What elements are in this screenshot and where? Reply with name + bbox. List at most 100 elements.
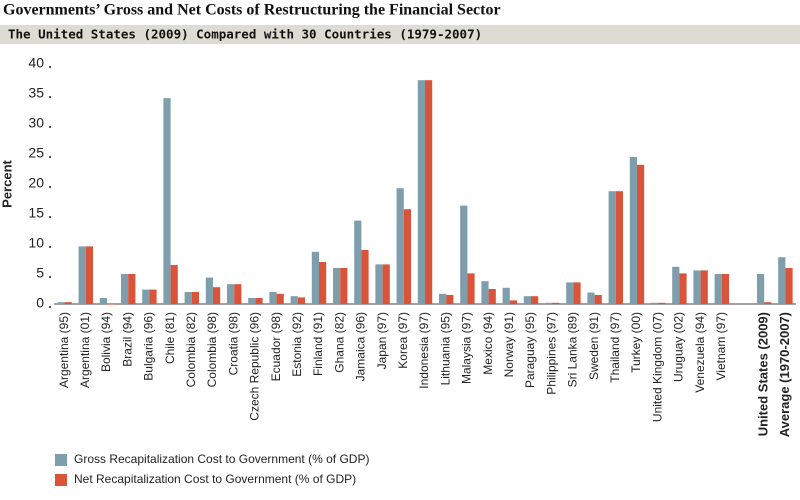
x-tick-label: Czech Republic (96) — [248, 312, 262, 421]
bar — [226, 284, 235, 304]
bar — [778, 257, 786, 304]
bar — [396, 188, 404, 304]
x-tick-label: Ecuador (98) — [269, 312, 283, 381]
bar — [142, 289, 150, 304]
bar — [403, 209, 412, 304]
x-tick-label: Brazil (94) — [120, 312, 134, 367]
x-tick-label: Mexico (94) — [481, 312, 495, 375]
x-tick-label: Chile (81) — [163, 312, 177, 364]
y-tick-label: 5 — [36, 265, 44, 281]
bar — [57, 302, 65, 304]
bar — [467, 273, 475, 304]
x-tick-label: United States (2009) — [756, 312, 771, 436]
legend-label: Gross Recapitalization Cost to Governmen… — [74, 452, 369, 466]
bar — [509, 300, 518, 304]
x-tick-label: Lithuania (95) — [438, 312, 452, 385]
bar — [438, 293, 447, 304]
bar — [679, 273, 687, 304]
bar — [417, 80, 425, 304]
bar — [544, 302, 553, 304]
y-tick-label: 20 — [28, 175, 44, 191]
x-tick-label: Ghana (82) — [332, 312, 346, 373]
bar — [85, 246, 94, 304]
bar — [120, 274, 129, 304]
x-tick-label: Paraguay (95) — [523, 312, 537, 388]
x-tick-label: United Kingdom (07) — [650, 312, 664, 422]
bar — [319, 262, 327, 304]
y-tick-mark — [49, 306, 51, 308]
bar — [552, 302, 560, 304]
bar — [756, 274, 765, 304]
y-tick-mark — [49, 216, 51, 218]
x-tick-label: Average (1970-2007) — [777, 312, 792, 437]
x-tick-label: Bolivia (94) — [99, 312, 113, 372]
x-tick-label: Indonesia (97) — [417, 312, 431, 389]
x-tick-label: Croatia (98) — [226, 312, 240, 375]
bar — [721, 274, 730, 304]
bar — [587, 292, 595, 304]
x-tick-label: Norway (91) — [502, 312, 516, 377]
bar — [566, 282, 574, 304]
y-tick-mark — [49, 186, 51, 188]
x-tick-label: Turkey (00) — [629, 312, 643, 373]
bar — [107, 304, 115, 305]
chart-title: Governments’ Gross and Net Costs of Rest… — [3, 2, 501, 19]
legend-swatch — [55, 474, 67, 486]
y-tick-label: 15 — [28, 205, 44, 221]
bar — [693, 270, 701, 304]
legend-label: Net Recapitalization Cost to Government … — [74, 472, 356, 486]
y-tick-label: 25 — [28, 145, 44, 161]
bar — [446, 295, 454, 304]
x-tick-label: Sri Lanka (89) — [566, 312, 580, 387]
bar — [64, 302, 72, 304]
x-tick-label: Bulgaria (96) — [142, 312, 156, 381]
bar — [502, 287, 510, 304]
x-tick-label: Malaysia (97) — [460, 312, 474, 384]
bar — [191, 292, 200, 304]
x-tick-label: Jamaica (96) — [354, 312, 368, 381]
bar — [163, 98, 171, 304]
bar — [700, 270, 708, 304]
y-tick-mark — [49, 276, 51, 278]
bar — [573, 282, 581, 304]
bar — [290, 296, 298, 304]
bar — [276, 293, 284, 304]
bar — [594, 295, 602, 304]
bar — [481, 281, 489, 304]
bar — [382, 264, 390, 304]
bar — [248, 298, 256, 304]
bar — [425, 80, 433, 304]
subtitle-band — [0, 25, 800, 44]
bar — [340, 268, 348, 304]
x-tick-label: Colombia (82) — [184, 312, 198, 387]
bar — [234, 284, 242, 304]
bar — [354, 220, 362, 304]
bar — [764, 302, 772, 304]
y-tick-label: 10 — [28, 235, 44, 251]
x-tick-label: Korea (97) — [396, 312, 410, 369]
bar — [608, 191, 616, 304]
y-tick-label: 40 — [28, 55, 44, 71]
x-tick-label: Venezuela (94) — [693, 312, 707, 393]
y-tick-mark — [49, 126, 51, 128]
bar — [637, 164, 645, 304]
bar — [149, 289, 157, 304]
bar — [658, 302, 666, 304]
y-tick-mark — [49, 246, 51, 248]
y-axis-label: Percent — [0, 159, 14, 207]
chart-subtitle: The United States (2009) Compared with 3… — [8, 27, 482, 42]
x-tick-label: Estonia (92) — [290, 312, 304, 377]
y-tick-label: 0 — [36, 295, 44, 311]
bar — [650, 302, 659, 304]
bar — [78, 246, 86, 304]
bar — [672, 266, 680, 304]
bar — [170, 265, 178, 304]
bar — [629, 157, 637, 304]
x-tick-label: Uruguay (02) — [672, 312, 686, 382]
x-tick-label: Finland (91) — [311, 312, 325, 376]
bar — [361, 250, 369, 304]
bar — [523, 296, 531, 304]
bar — [128, 274, 136, 304]
x-tick-label: Argentina (95) — [57, 312, 71, 388]
bar — [531, 296, 539, 304]
